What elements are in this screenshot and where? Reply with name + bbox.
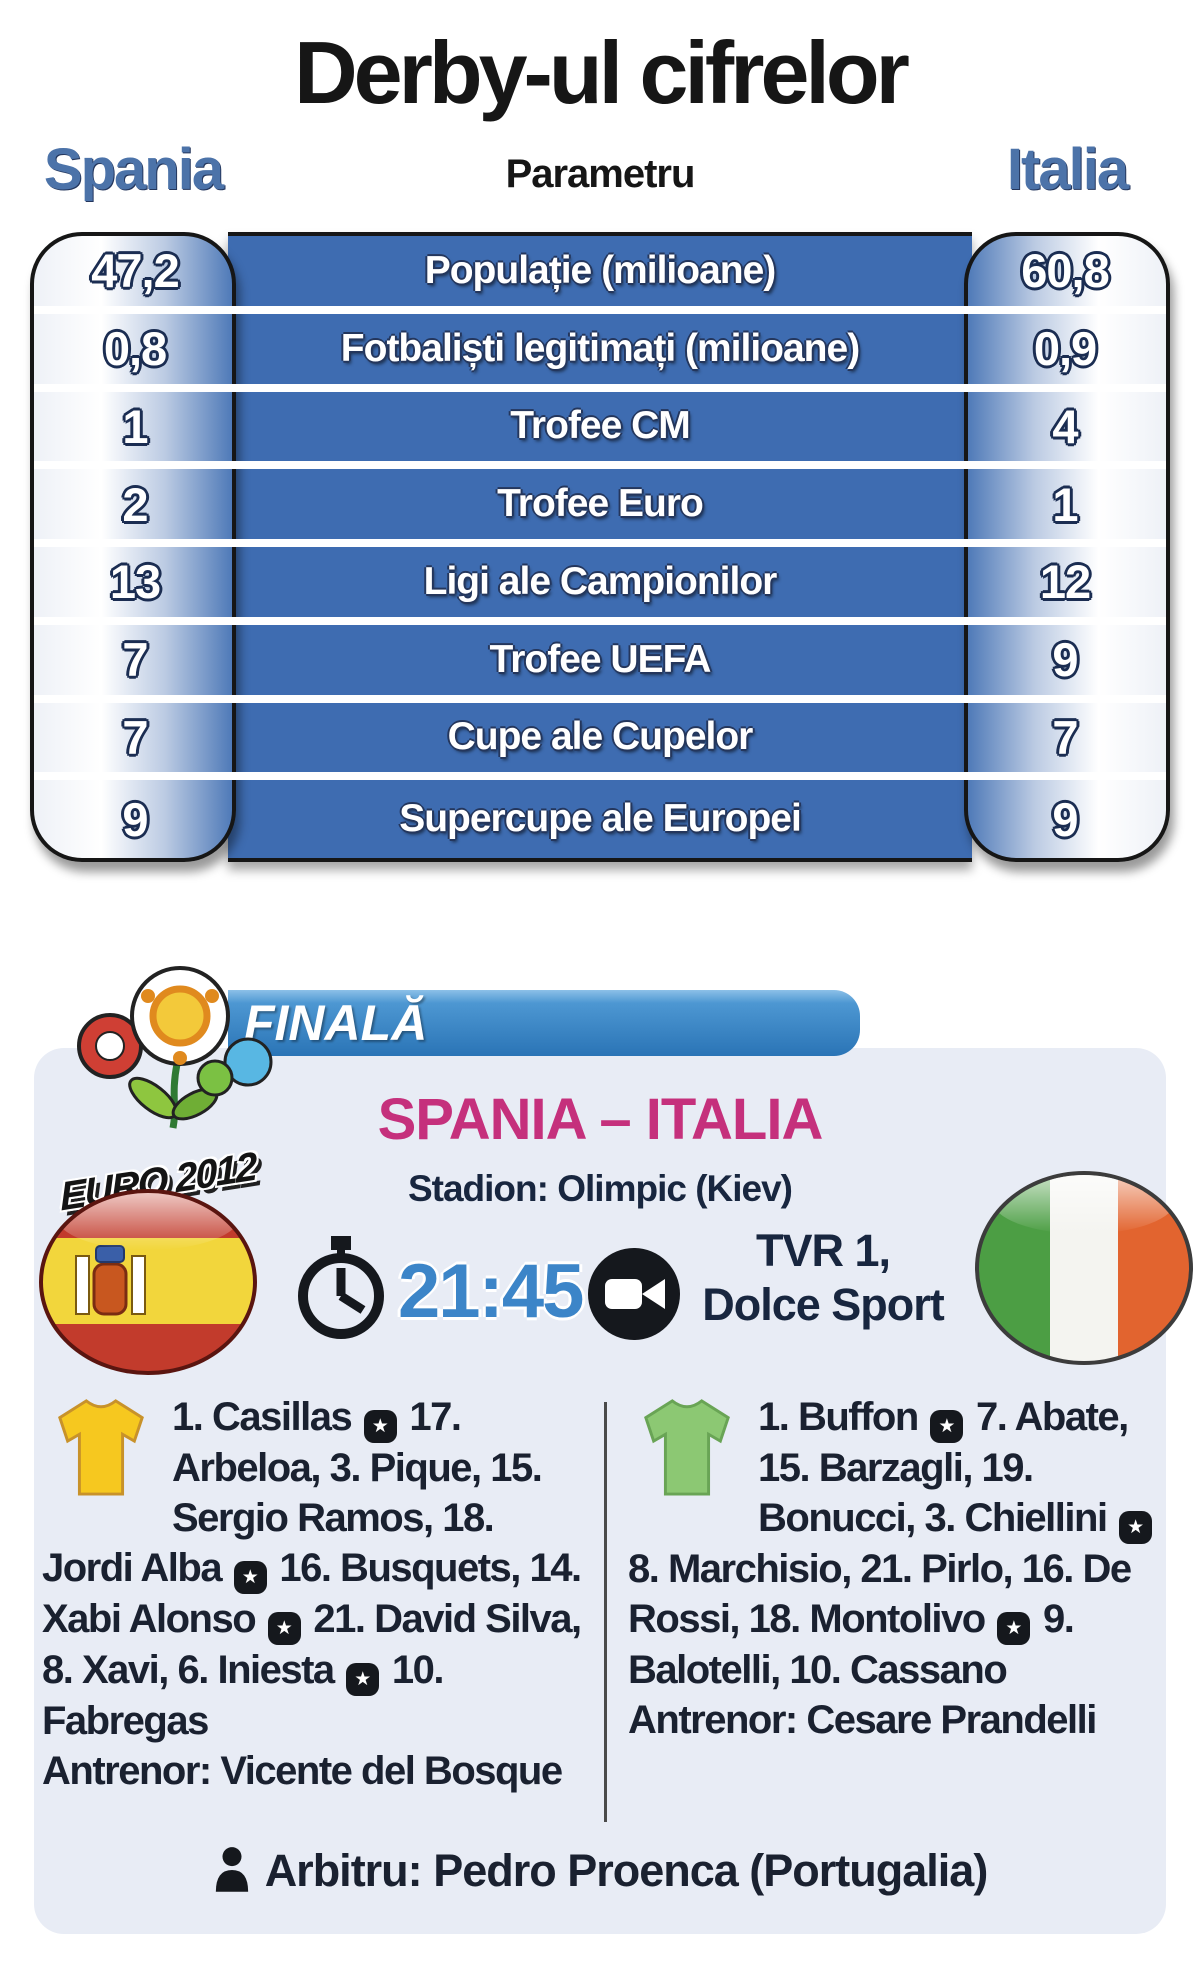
- parameter-label: Trofee Euro: [497, 482, 704, 526]
- italia-value: 4: [1052, 399, 1078, 453]
- spain-shirt-icon: [58, 1399, 144, 1496]
- football-icon: ★: [1119, 1511, 1153, 1544]
- spania-value: 2: [122, 477, 148, 531]
- italia-value: 60,8: [1021, 244, 1109, 298]
- parameter-column-background: [228, 232, 972, 862]
- table-row: 0,8 Fotbaliști legitimați (milioane) 0,9: [34, 314, 1166, 392]
- football-icon: ★: [233, 1561, 267, 1594]
- lineup-spain: 1. Casillas ★ 17. Arbeloa, 3. Pique, 15.…: [42, 1392, 590, 1796]
- coach-label: Antrenor:: [42, 1749, 212, 1793]
- italia-value: 9: [1052, 792, 1078, 846]
- final-match-panel: [34, 1048, 1166, 1934]
- spania-value: 7: [122, 633, 148, 687]
- lineup-italy: 1. Buffon ★ 7. Abate, 15. Barzagli, 19. …: [628, 1392, 1166, 1745]
- italia-column-pill: [964, 232, 1170, 862]
- finala-label: FINALĂ: [244, 995, 428, 1051]
- spania-column-pill: [30, 232, 236, 862]
- parameter-label: Ligi ale Campionilor: [423, 559, 778, 603]
- comparison-table: 47,2 Populație (milioane) 60,8 0,8 Fotbalișt…: [30, 232, 1170, 862]
- tv-channel-line2: Dolce Sport: [702, 1279, 945, 1330]
- italia-value: 7: [1052, 710, 1078, 764]
- spania-value: 47,2: [91, 244, 179, 298]
- players-list-italy: 1. Buffon ★ 7. Abate, 15. Barzagli, 19. …: [628, 1395, 1155, 1692]
- referee-name: Pedro Proenca (Portugalia): [433, 1845, 988, 1896]
- parameter-label: Populație (milioane): [424, 248, 777, 292]
- football-icon: ★: [267, 1612, 301, 1645]
- table-row: 47,2 Populație (milioane) 60,8: [34, 236, 1166, 314]
- stopwatch-icon: [298, 1236, 384, 1339]
- header-parametru: Parametru: [505, 152, 696, 196]
- kickoff-time: 21:45: [398, 1249, 584, 1334]
- parameter-label: Fotbaliști legitimați (milioane): [340, 326, 860, 370]
- spain-flag-badge: [39, 1189, 257, 1375]
- table-row: 1 Trofee CM 4: [34, 392, 1166, 470]
- coach-name: Vicente del Bosque: [220, 1749, 563, 1793]
- parameter-label: Trofee CM: [510, 404, 691, 448]
- spania-value: 9: [122, 792, 148, 846]
- italia-value: 9: [1052, 633, 1078, 687]
- spania-value: 13: [109, 555, 161, 609]
- tv-channels: TVR 1, Dolce Sport: [678, 1224, 968, 1332]
- euro-2012-flower-icon: [77, 966, 273, 1129]
- table-row: 13 Ligi ale Campionilor 12: [34, 547, 1166, 625]
- referee-line: Arbitru: Pedro Proenca (Portugalia): [0, 1845, 1200, 1897]
- italy-flag-badge: [975, 1171, 1193, 1365]
- header-spania: Spania: [43, 137, 224, 202]
- finala-banner: FINALĂ: [228, 990, 860, 1056]
- table-row: 2 Trofee Euro 1: [34, 469, 1166, 547]
- tv-channel-line1: TVR 1,: [755, 1225, 891, 1276]
- header-italia: Italia: [1006, 137, 1129, 202]
- italia-value: 0,9: [1033, 322, 1097, 376]
- tv-camera-icon: [588, 1248, 680, 1340]
- parameter-label: Trofee UEFA: [489, 637, 712, 681]
- comparison-rows: 47,2 Populație (milioane) 60,8 0,8 Fotbalișt…: [34, 236, 1166, 858]
- italy-shirt-icon: [644, 1399, 730, 1496]
- football-icon: ★: [997, 1612, 1031, 1645]
- parameter-label: Cupe ale Cupelor: [447, 715, 754, 759]
- euro-2012-logo: EURO 2012: [55, 946, 310, 1220]
- spania-value: 0,8: [103, 322, 167, 376]
- coach-label: Antrenor:: [628, 1698, 798, 1742]
- table-row: 7 Cupe ale Cupelor 7: [34, 703, 1166, 781]
- table-row: 9 Supercupe ale Europei 9: [34, 780, 1166, 858]
- italia-value: 1: [1052, 477, 1078, 531]
- parameter-label: Supercupe ale Europei: [399, 797, 802, 841]
- referee-label: Arbitru:: [264, 1845, 423, 1896]
- players-list-spain: 1. Casillas ★ 17. Arbeloa, 3. Pique, 15.…: [42, 1395, 582, 1743]
- coach-name: Cesare Prandelli: [806, 1698, 1097, 1742]
- table-row: 7 Trofee UEFA 9: [34, 625, 1166, 703]
- referee-person-icon: [215, 1847, 248, 1892]
- spania-value: 1: [122, 399, 148, 453]
- football-icon: ★: [363, 1410, 397, 1443]
- matchup-title: SPANIA – ITALIA: [377, 1087, 824, 1152]
- column-divider: [604, 1402, 607, 1822]
- football-icon: ★: [346, 1663, 380, 1696]
- page-title: Derby-ul cifrelor: [294, 23, 910, 122]
- italia-value: 12: [1039, 555, 1091, 609]
- stadium-label: Stadion: Olimpic (Kiev): [407, 1168, 793, 1209]
- football-icon: ★: [930, 1410, 964, 1443]
- spania-value: 7: [122, 710, 148, 764]
